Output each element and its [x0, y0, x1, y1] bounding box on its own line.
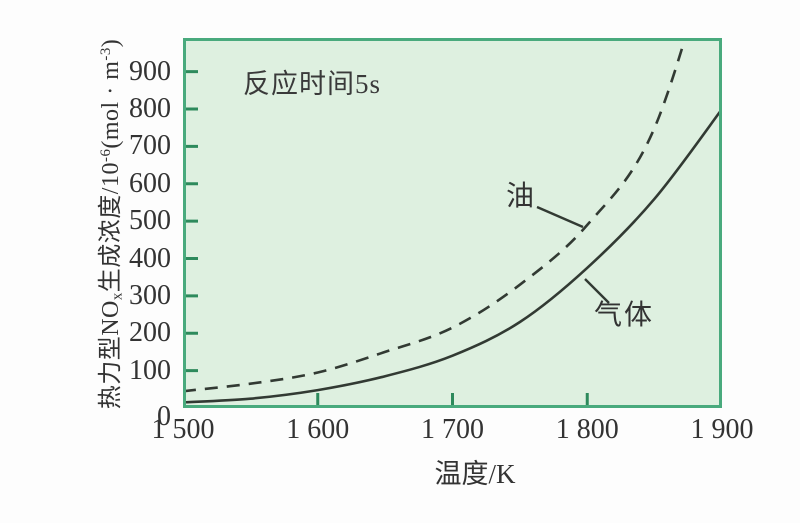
x-tick-label: 1 900 [690, 414, 754, 445]
annotation-reaction-time: 反应时间5s [243, 69, 382, 99]
series-label-oil: 油 [506, 181, 537, 212]
x-tick-label: 1 600 [286, 414, 350, 445]
y-tick-label: 0 [157, 401, 171, 432]
y-tick-label: 600 [129, 167, 171, 199]
y-axis-title-part: ) [98, 38, 124, 48]
curve-oil-dashed [186, 41, 686, 393]
plot-area [183, 38, 722, 408]
y-tick-label: 700 [129, 130, 171, 162]
y-tick-label: 300 [129, 279, 171, 311]
x-tick-label: 1 700 [421, 414, 484, 445]
y-tick-label: 100 [129, 354, 171, 386]
x-axis-title: 温度/K [434, 459, 516, 489]
series-label-gas: 气体 [594, 300, 655, 331]
x-tick-label: 1 800 [555, 414, 619, 445]
y-tick-label: 500 [129, 205, 171, 237]
y-tick-label: 200 [129, 317, 171, 349]
y-tick-label: 900 [129, 55, 171, 87]
y-tick-label: 800 [129, 93, 171, 124]
label-leader-line [584, 278, 610, 304]
y-tick-label: 400 [129, 242, 171, 274]
label-leader-line [536, 205, 584, 229]
curve-gas-solid [186, 110, 719, 404]
x-tick-label: 1 500 [151, 414, 215, 445]
